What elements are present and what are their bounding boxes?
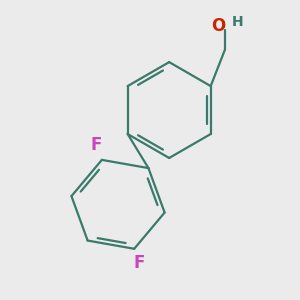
Text: O: O: [211, 17, 225, 35]
Text: F: F: [134, 254, 145, 272]
Text: H: H: [231, 15, 243, 29]
Text: F: F: [91, 136, 102, 154]
